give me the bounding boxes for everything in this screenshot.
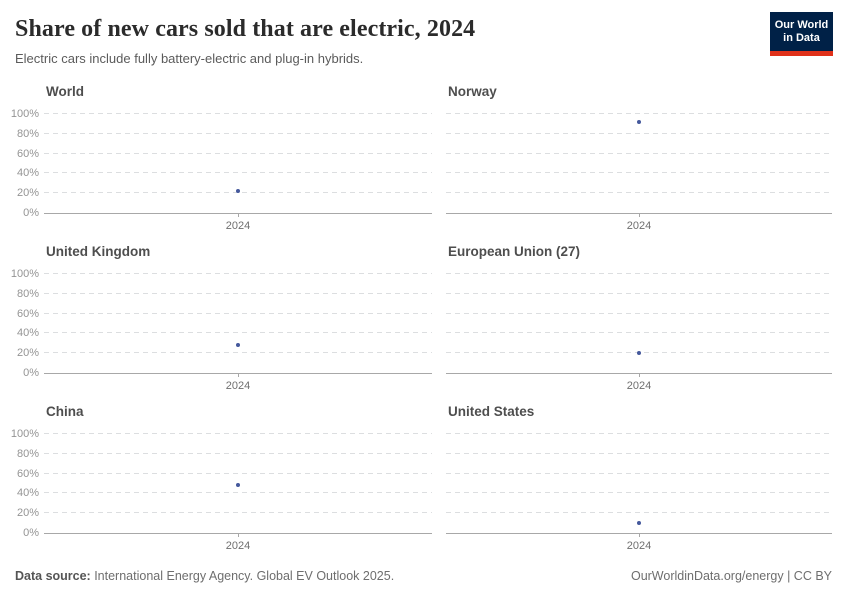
plot-area: 2024: [446, 113, 832, 232]
x-axis-tick-mark: [238, 373, 239, 377]
gridline-40: [446, 332, 832, 334]
facet-title: United States: [448, 404, 535, 419]
data-point-united-states[interactable]: [637, 521, 641, 526]
x-axis-tick-mark: [639, 373, 640, 377]
x-axis-label: 2024: [626, 380, 652, 392]
y-axis-tick: 0%: [23, 367, 39, 379]
owid-logo-line1: Our World: [774, 19, 829, 31]
gridline-40: [446, 172, 832, 174]
chart-title: Share of new cars sold that are electric…: [15, 16, 476, 42]
data-point-norway[interactable]: [637, 119, 641, 124]
x-axis-tick-mark: [238, 213, 239, 217]
x-axis-label: 2024: [225, 220, 251, 232]
y-axis-tick: 100%: [10, 108, 39, 120]
y-axis-tick: 20%: [16, 347, 39, 360]
data-point-china[interactable]: [236, 483, 240, 488]
x-axis-tick-mark: [238, 533, 239, 537]
x-axis-label: 2024: [225, 380, 251, 392]
x-axis-label: 2024: [626, 540, 652, 552]
gridline-100: [44, 113, 432, 114]
plot-area: 100% 80% 60% 40% 20% 0% 2024: [11, 268, 432, 392]
y-axis-tick: 60%: [16, 467, 39, 480]
facet-united-states: United States 2024: [446, 400, 832, 560]
data-point-world[interactable]: [236, 189, 240, 194]
facet-title: Norway: [448, 84, 497, 99]
attribution-separator: |: [783, 569, 794, 583]
x-axis-tick-mark: [639, 213, 640, 217]
chart-subtitle: Electric cars include fully battery-elec…: [15, 51, 364, 66]
gridline-100: [44, 433, 432, 434]
gridline-80: [446, 132, 832, 134]
y-axis-tick: 60%: [16, 307, 39, 320]
gridline-80: [44, 292, 432, 294]
facet-title: China: [46, 404, 84, 419]
facet-china: China 100% 80% 60% 40% 20% 0% 2024: [11, 400, 432, 560]
facet-title: World: [46, 84, 84, 99]
plot-area: 2024: [446, 273, 832, 392]
gridline-40: [44, 332, 432, 334]
gridline-60: [44, 312, 432, 314]
y-axis-tick: 40%: [16, 327, 39, 340]
gridline-80: [446, 292, 832, 294]
gridline-100: [446, 273, 832, 274]
license-label: CC BY: [793, 569, 832, 583]
y-axis-tick: 80%: [16, 127, 39, 140]
gridline-60: [44, 152, 432, 154]
y-axis-tick: 100%: [10, 428, 39, 440]
gridline-20: [446, 512, 832, 514]
data-point-european-union[interactable]: [637, 351, 641, 356]
gridline-60: [446, 152, 832, 154]
gridline-40: [446, 492, 832, 494]
plot-area: 100% 80% 60% 40% 20% 0% 2024: [11, 428, 432, 552]
gridline-20: [44, 512, 432, 514]
gridline-40: [44, 492, 432, 494]
x-axis-tick-mark: [639, 533, 640, 537]
gridline-100: [44, 273, 432, 274]
gridline-20: [44, 352, 432, 354]
gridline-60: [446, 472, 832, 474]
facet-european-union: European Union (27) 2024: [446, 240, 832, 400]
data-source-note: Data source: International Energy Agency…: [15, 568, 394, 584]
gridline-60: [44, 472, 432, 474]
data-source-label: Data source:: [15, 569, 91, 583]
facet-norway: Norway 2024: [446, 80, 832, 240]
facet-united-kingdom: United Kingdom 100% 80% 60% 40% 20% 0% 2…: [11, 240, 432, 400]
y-axis-tick: 40%: [16, 167, 39, 180]
y-axis-tick: 20%: [16, 187, 39, 200]
owid-logo[interactable]: Our World in Data: [770, 12, 833, 56]
gridline-20: [446, 192, 832, 194]
owid-site-link[interactable]: OurWorldinData.org/energy: [630, 569, 784, 583]
facet-world: World 100% 80% 60% 40% 20% 0% 2024: [11, 80, 432, 240]
y-axis-tick: 0%: [23, 527, 39, 539]
gridline-80: [44, 132, 432, 134]
attribution: OurWorldinData.org/energy | CC BY: [631, 568, 832, 584]
y-axis-tick: 60%: [16, 147, 39, 160]
owid-logo-line2: in Data: [783, 32, 820, 44]
x-axis-label: 2024: [626, 220, 652, 232]
gridline-60: [446, 312, 832, 314]
gridline-80: [446, 452, 832, 454]
facet-title: United Kingdom: [46, 244, 151, 259]
chart-footer: Data source: International Energy Agency…: [15, 568, 832, 584]
facet-title: European Union (27): [448, 244, 581, 259]
gridline-80: [44, 452, 432, 454]
plot-area: 100% 80% 60% 40% 20% 0% 2024: [11, 108, 432, 232]
facet-grid: World 100% 80% 60% 40% 20% 0% 2024 Norwa…: [11, 80, 832, 560]
gridline-100: [446, 433, 832, 434]
data-source-text: International Energy Agency. Global EV O…: [90, 569, 395, 583]
y-axis-tick: 40%: [16, 487, 39, 500]
gridline-40: [44, 172, 432, 174]
y-axis-tick: 0%: [23, 207, 39, 219]
chart-header: Share of new cars sold that are electric…: [15, 14, 760, 67]
y-axis-tick: 80%: [16, 287, 39, 300]
gridline-100: [446, 113, 832, 114]
y-axis-tick: 80%: [16, 447, 39, 460]
y-axis-tick: 100%: [10, 268, 39, 280]
x-axis-label: 2024: [225, 540, 251, 552]
y-axis-tick: 20%: [16, 507, 39, 520]
data-point-united-kingdom[interactable]: [236, 343, 240, 348]
plot-area: 2024: [446, 433, 832, 552]
